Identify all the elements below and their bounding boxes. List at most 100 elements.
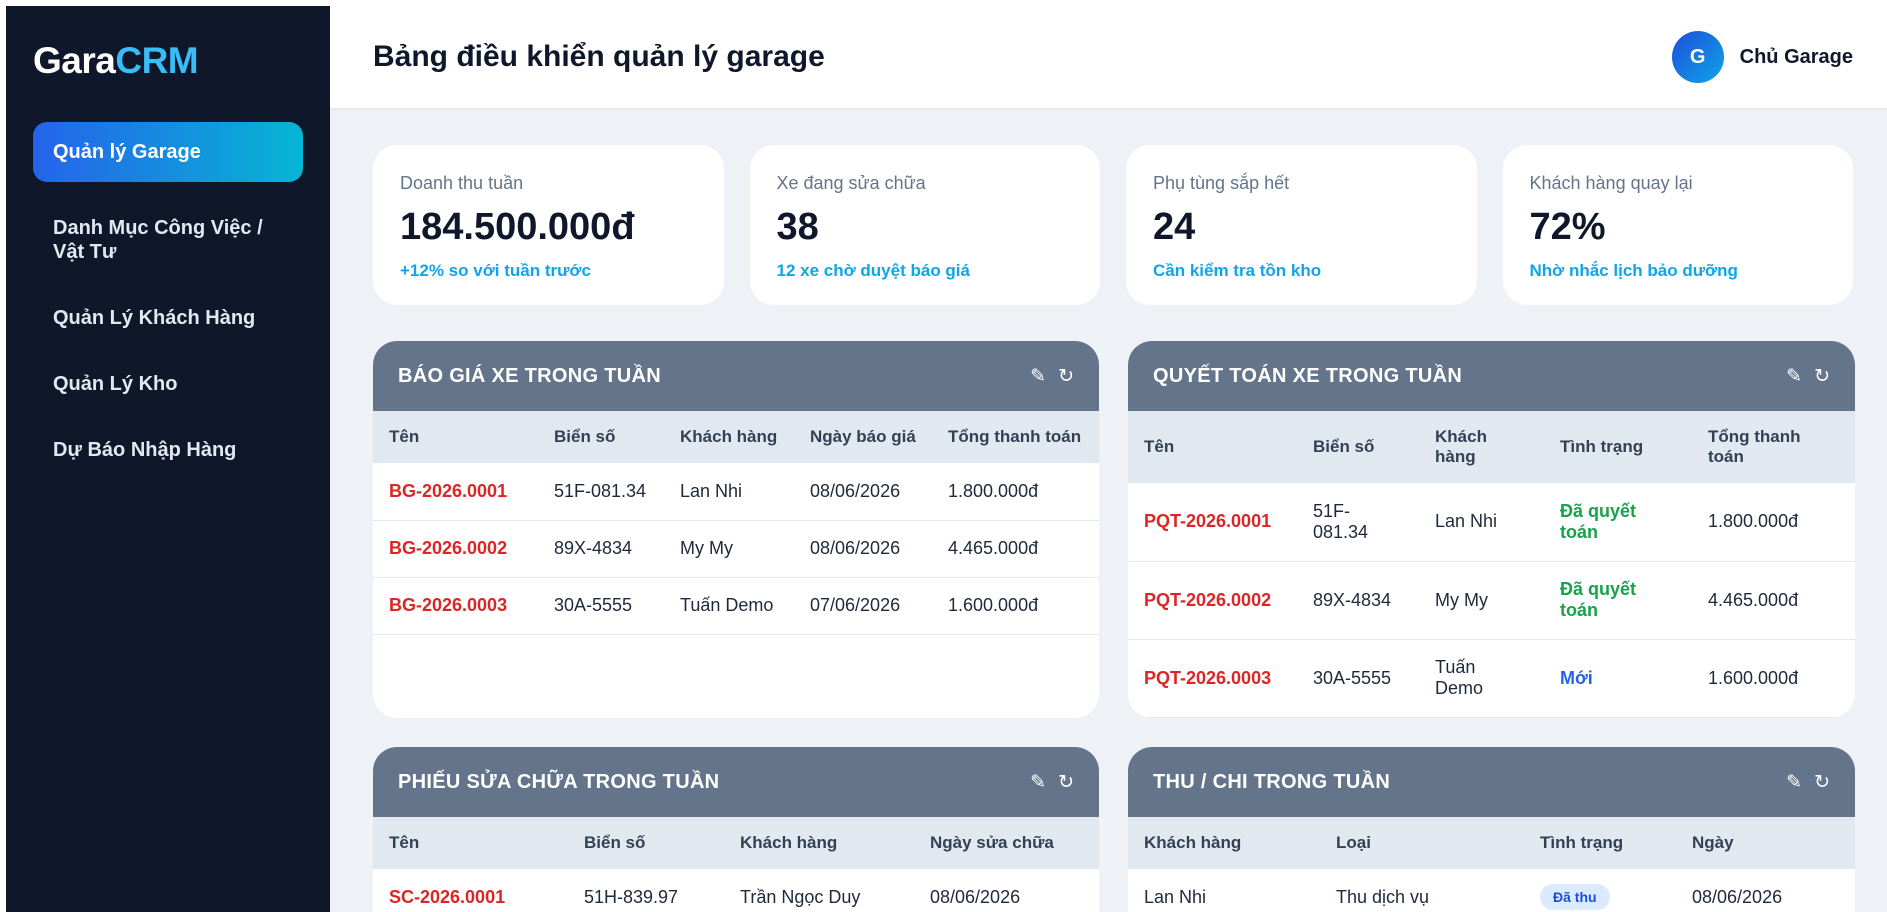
panel-header: QUYẾT TOÁN XE TRONG TUẦN ✎ ↻ [1128,341,1855,411]
topbar: Bảng điều khiển quản lý garage G Chủ Gar… [330,6,1887,108]
column-header: Ngày báo giá [794,411,932,463]
customer: Tuấn Demo [664,577,794,635]
total: 1.600.000đ [1692,639,1855,718]
repair-code[interactable]: SC-2026.0001 [373,869,568,912]
sidebar-item-catalog[interactable]: Danh Mục Công Việc / Vật Tư [53,217,263,263]
sidebar-item-forecast[interactable]: Dự Báo Nhập Hàng [53,439,237,461]
app-logo: GaraCRM [33,40,303,82]
status-cell: Đã thu [1524,869,1676,912]
table-row[interactable]: SC-2026.0001 51H-839.97 Trần Ngọc Duy 08… [373,869,1099,912]
settlement-code[interactable]: PQT-2026.0003 [1128,639,1297,718]
app-frame: GaraCRM Quản lý Garage Danh Mục Công Việ… [6,6,1887,912]
refresh-icon[interactable]: ↻ [1058,365,1074,387]
quote-code[interactable]: BG-2026.0003 [373,577,538,635]
column-header: Ngày sửa chữa [914,817,1099,869]
column-header: Loại [1320,817,1524,869]
pencil-icon[interactable]: ✎ [1786,365,1803,387]
panel-header: THU / CHI TRONG TUẦN ✎ ↻ [1128,747,1855,817]
column-header: Khách hàng [724,817,914,869]
plate: 51H-839.97 [568,869,724,912]
total: 1.600.000đ [932,577,1099,635]
column-header: Tình trạng [1544,411,1692,483]
stat-label: Xe đang sửa chữa [776,173,926,193]
quotes-panel: BÁO GIÁ XE TRONG TUẦN ✎ ↻ Tên Biển số Kh… [373,341,1099,718]
settlements-table: Tên Biển số Khách hàng Tình trạng Tổng t… [1128,411,1855,718]
customer: My My [664,520,794,578]
stat-note: 12 xe chờ duyệt báo giá [776,261,970,280]
customer: Lan Nhi [1128,869,1320,912]
sidebar-item-inventory[interactable]: Quản Lý Kho [53,373,178,395]
customer: Lan Nhi [664,463,794,521]
stat-value: 72% [1529,206,1606,248]
customer: My My [1419,561,1544,640]
stat-note: +12% so với tuần trước [400,261,591,280]
repairs-panel: PHIẾU SỬA CHỮA TRONG TUẦN ✎ ↻ Tên Biển s… [373,747,1099,912]
date: 08/06/2026 [914,869,1099,912]
plate: 30A-5555 [1297,639,1419,718]
stats-row: Doanh thu tuần 184.500.000đ +12% so với … [373,145,1853,305]
repairs-table: Tên Biển số Khách hàng Ngày sửa chữa SC-… [373,817,1099,912]
sidebar-item-customers[interactable]: Quản Lý Khách Hàng [53,307,256,329]
customer: Trần Ngọc Duy [724,869,914,912]
refresh-icon[interactable]: ↻ [1058,771,1074,793]
table-row[interactable]: PQT-2026.0002 89X-4834 My My Đã quyết to… [1128,561,1855,640]
status-badge: Đã thu [1540,884,1610,911]
panel-actions: ✎ ↻ [1786,771,1830,794]
column-header: Biển số [538,411,664,463]
panel-actions: ✎ ↻ [1030,365,1074,388]
cashflow-panel: THU / CHI TRONG TUẦN ✎ ↻ Khách hàng Loại… [1128,747,1855,912]
stat-label: Khách hàng quay lại [1529,173,1693,193]
panel-title: BÁO GIÁ XE TRONG TUẦN [398,364,661,387]
column-header: Tên [1128,411,1297,483]
pencil-icon[interactable]: ✎ [1786,771,1803,793]
stat-card-returning: Khách hàng quay lại 72% Nhờ nhắc lịch bả… [1502,145,1853,305]
plate: 89X-4834 [1297,561,1419,640]
settlement-code[interactable]: PQT-2026.0001 [1128,483,1297,562]
panel-title: THU / CHI TRONG TUẦN [1153,770,1391,793]
column-header: Khách hàng [1128,817,1320,869]
quote-code[interactable]: BG-2026.0001 [373,463,538,521]
stat-card-repairing: Xe đang sửa chữa 38 12 xe chờ duyệt báo … [749,145,1100,305]
table-row[interactable]: BG-2026.0003 30A-5555 Tuấn Demo 07/06/20… [373,577,1099,635]
table-row[interactable]: Lan Nhi Thu dịch vụ Đã thu 08/06/2026 [1128,869,1855,912]
column-header: Biển số [568,817,724,869]
total: 1.800.000đ [932,463,1099,521]
status: Đã quyết toán [1544,483,1692,562]
panel-header: BÁO GIÁ XE TRONG TUẦN ✎ ↻ [373,341,1099,411]
column-header: Tình trạng [1524,817,1676,869]
logo-accent: CRM [115,40,199,81]
sidebar-item-garage[interactable]: Quản lý Garage [33,122,303,182]
stat-note: Nhờ nhắc lịch bảo dưỡng [1529,261,1738,280]
type: Thu dịch vụ [1320,869,1524,912]
refresh-icon[interactable]: ↻ [1814,771,1830,793]
table-row[interactable]: PQT-2026.0001 51F-081.34 Lan Nhi Đã quyế… [1128,483,1855,562]
date: 08/06/2026 [794,520,932,578]
quotes-table: Tên Biển số Khách hàng Ngày báo giá Tổng… [373,411,1099,635]
table-row[interactable]: BG-2026.0001 51F-081.34 Lan Nhi 08/06/20… [373,463,1099,521]
table-row[interactable]: PQT-2026.0003 30A-5555 Tuấn Demo Mới 1.6… [1128,639,1855,718]
user-menu[interactable]: G Chủ Garage [1671,31,1853,83]
column-header: Tên [373,411,538,463]
pencil-icon[interactable]: ✎ [1030,365,1047,387]
pencil-icon[interactable]: ✎ [1030,771,1047,793]
table-row[interactable]: BG-2026.0002 89X-4834 My My 08/06/2026 4… [373,520,1099,578]
column-header: Khách hàng [664,411,794,463]
quote-code[interactable]: BG-2026.0002 [373,520,538,578]
column-header: Biển số [1297,411,1419,483]
column-header: Tổng thanh toán [1692,411,1855,483]
date: 07/06/2026 [794,577,932,635]
stat-note: Cần kiểm tra tồn kho [1153,261,1322,280]
column-header: Khách hàng [1419,411,1544,483]
settlement-code[interactable]: PQT-2026.0002 [1128,561,1297,640]
status: Mới [1544,639,1692,718]
settlements-panel: QUYẾT TOÁN XE TRONG TUẦN ✎ ↻ Tên Biển số… [1128,341,1855,718]
user-name[interactable]: Chủ Garage [1739,45,1853,68]
status: Đã quyết toán [1544,561,1692,640]
avatar[interactable]: G [1671,31,1724,83]
total: 4.465.000đ [1692,561,1855,640]
stat-card-parts: Phụ tùng sắp hết 24 Cần kiểm tra tồn kho [1126,145,1477,305]
total: 4.465.000đ [932,520,1099,578]
column-header: Ngày [1676,817,1855,869]
plate: 51F-081.34 [1297,483,1419,562]
refresh-icon[interactable]: ↻ [1814,365,1830,387]
